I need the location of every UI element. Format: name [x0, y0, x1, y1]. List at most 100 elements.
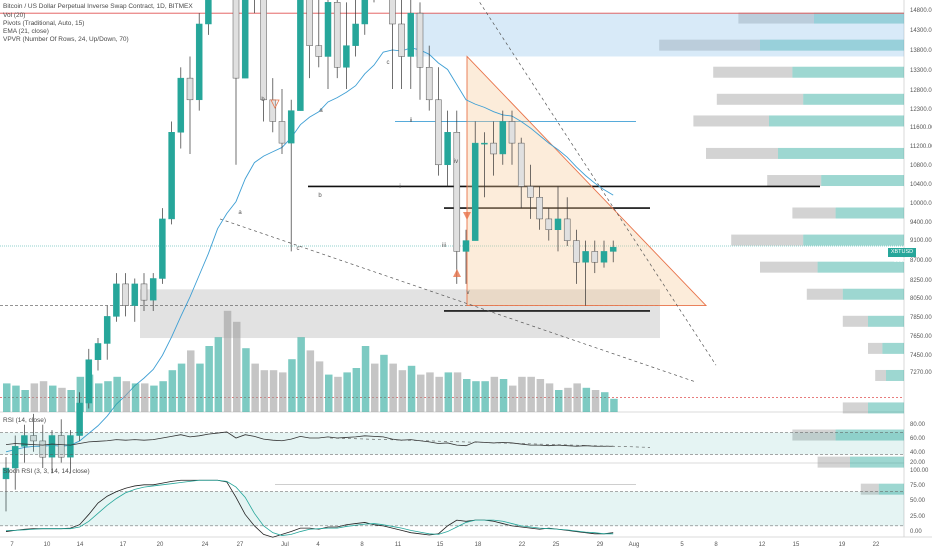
legend-vol: Vol (20)	[3, 12, 26, 19]
volume-bar	[582, 387, 591, 412]
price-tick-label: 10800.00	[910, 163, 932, 169]
candle-body	[113, 283, 120, 317]
vpvr-up-bar	[792, 66, 904, 78]
volume-bar	[343, 372, 351, 412]
candle-body	[563, 218, 571, 241]
rsi-band	[0, 432, 904, 455]
volume-bar	[242, 348, 250, 412]
volume-bar	[159, 381, 167, 412]
volume-bar	[371, 363, 379, 412]
candle-body	[481, 142, 488, 145]
wave-label: a	[319, 108, 323, 114]
vpvr-up-bar	[842, 288, 904, 300]
candle-body	[94, 343, 102, 360]
volume-bar	[352, 368, 361, 412]
candle-body	[609, 246, 617, 252]
volume-bar	[573, 383, 581, 412]
candle-body	[536, 197, 543, 220]
vpvr-down-bar	[760, 261, 818, 273]
volume-bar	[260, 370, 269, 412]
volume-bar	[122, 381, 131, 412]
volume-bar	[39, 381, 48, 412]
descending-trendline	[477, 0, 717, 366]
volume-bar	[279, 372, 287, 412]
volume-bar	[67, 390, 75, 412]
candle-body	[416, 12, 424, 68]
candle-body	[315, 45, 323, 57]
candle-body	[508, 121, 516, 144]
candle-body	[554, 218, 562, 231]
candle-body	[435, 99, 442, 166]
candle-body	[57, 435, 65, 458]
volume-bar	[315, 361, 324, 412]
rsi-tick-label: 20.00	[910, 460, 926, 466]
vpvr-up-bar	[769, 115, 904, 127]
volume-bar	[49, 385, 57, 412]
candle-body	[425, 67, 433, 101]
wave-marker-triangle	[463, 212, 471, 220]
wave-label: ii	[410, 118, 413, 124]
volume-bar	[610, 398, 618, 412]
time-tick-label: 18	[475, 542, 482, 548]
volume-bar	[104, 381, 112, 412]
candle-body	[232, 0, 240, 79]
vpvr-down-bar	[842, 315, 868, 327]
vpvr-up-bar	[835, 429, 904, 441]
time-tick-label: 15	[437, 542, 444, 548]
vpvr-down-bar	[706, 147, 778, 159]
wave-marker-triangle	[270, 99, 280, 109]
price-tick-label: 14300.00	[910, 28, 932, 34]
vpvr-up-bar	[803, 93, 904, 105]
volume-bar	[334, 376, 342, 412]
time-tick-label: 5	[680, 542, 684, 548]
candle-body	[159, 218, 166, 279]
vpvr-down-bar	[716, 93, 804, 105]
wave-label: b	[318, 193, 322, 199]
candle-body	[122, 283, 129, 306]
candle-body	[398, 23, 405, 57]
price-tick-label: 8700.00	[910, 258, 932, 264]
time-tick-label: 20	[157, 542, 164, 548]
candle-body	[149, 278, 157, 301]
candle-body	[278, 121, 286, 144]
time-tick-label: 22	[519, 542, 526, 548]
volume-bar	[168, 370, 177, 412]
candle-body	[260, 0, 267, 101]
volume-bar	[214, 337, 223, 412]
volume-bar	[141, 383, 149, 412]
candle-body	[205, 0, 212, 25]
volume-bar	[490, 376, 499, 412]
candle-body	[471, 142, 479, 241]
candle-body	[389, 0, 396, 25]
volume-bar	[545, 383, 554, 412]
candle-body	[67, 435, 74, 458]
vpvr-up-bar	[814, 12, 904, 24]
volume-bar	[58, 387, 66, 412]
volume-bar	[380, 354, 388, 412]
vpvr-up-bar	[835, 207, 904, 219]
vpvr-up-bar	[886, 369, 904, 381]
volume-bar	[555, 390, 563, 412]
price-tick-label: 7650.00	[910, 334, 932, 340]
volume-bar	[463, 379, 471, 412]
vpvr-up-bar	[878, 483, 904, 495]
time-tick-label: Jul	[281, 542, 289, 548]
legend-vpvr: VPVR (Number Of Rows, 24, Up/Down, 70)	[3, 36, 129, 43]
candle-body	[39, 440, 47, 458]
candle-body	[490, 142, 497, 155]
rsi-tick-label: 80.00	[910, 422, 926, 428]
price-tick-label: 10400.00	[910, 182, 932, 188]
volume-bar	[426, 372, 434, 412]
time-tick-label: 11	[395, 542, 402, 548]
volume-bar	[3, 383, 11, 412]
volume-bar	[435, 376, 443, 412]
candle-body	[48, 435, 56, 458]
stoch-tick-label: 75.00	[910, 483, 926, 489]
candle-body	[361, 0, 369, 25]
vpvr-down-bar	[868, 342, 883, 354]
volume-bar	[564, 387, 572, 412]
volume-bar	[251, 363, 259, 412]
candle-body	[407, 12, 415, 57]
candle-body	[324, 2, 332, 57]
